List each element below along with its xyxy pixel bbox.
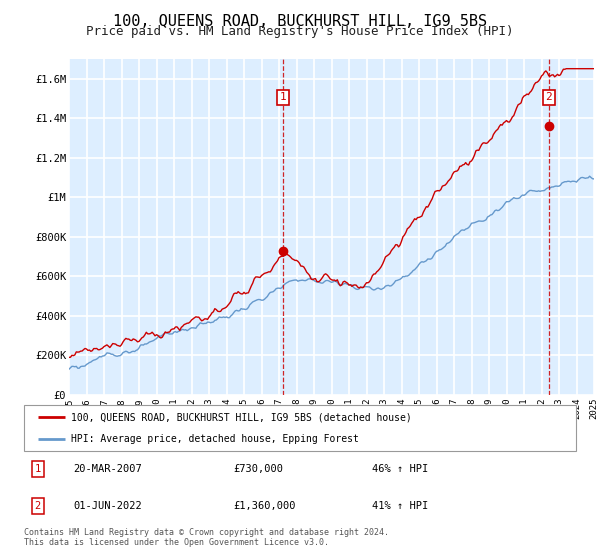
Text: 100, QUEENS ROAD, BUCKHURST HILL, IG9 5BS: 100, QUEENS ROAD, BUCKHURST HILL, IG9 5B… <box>113 14 487 29</box>
Text: 2: 2 <box>545 92 552 102</box>
Text: 2: 2 <box>35 501 41 511</box>
Text: 20-MAR-2007: 20-MAR-2007 <box>74 464 142 474</box>
Text: 46% ↑ HPI: 46% ↑ HPI <box>372 464 428 474</box>
Text: 01-JUN-2022: 01-JUN-2022 <box>74 501 142 511</box>
Text: £730,000: £730,000 <box>234 464 284 474</box>
Text: Price paid vs. HM Land Registry's House Price Index (HPI): Price paid vs. HM Land Registry's House … <box>86 25 514 38</box>
Text: HPI: Average price, detached house, Epping Forest: HPI: Average price, detached house, Eppi… <box>71 435 359 444</box>
Text: 1: 1 <box>35 464 41 474</box>
Text: £1,360,000: £1,360,000 <box>234 501 296 511</box>
Text: Contains HM Land Registry data © Crown copyright and database right 2024.
This d: Contains HM Land Registry data © Crown c… <box>24 528 389 547</box>
Text: 1: 1 <box>280 92 286 102</box>
Text: 100, QUEENS ROAD, BUCKHURST HILL, IG9 5BS (detached house): 100, QUEENS ROAD, BUCKHURST HILL, IG9 5B… <box>71 412 412 422</box>
FancyBboxPatch shape <box>24 405 576 451</box>
Text: 41% ↑ HPI: 41% ↑ HPI <box>372 501 428 511</box>
